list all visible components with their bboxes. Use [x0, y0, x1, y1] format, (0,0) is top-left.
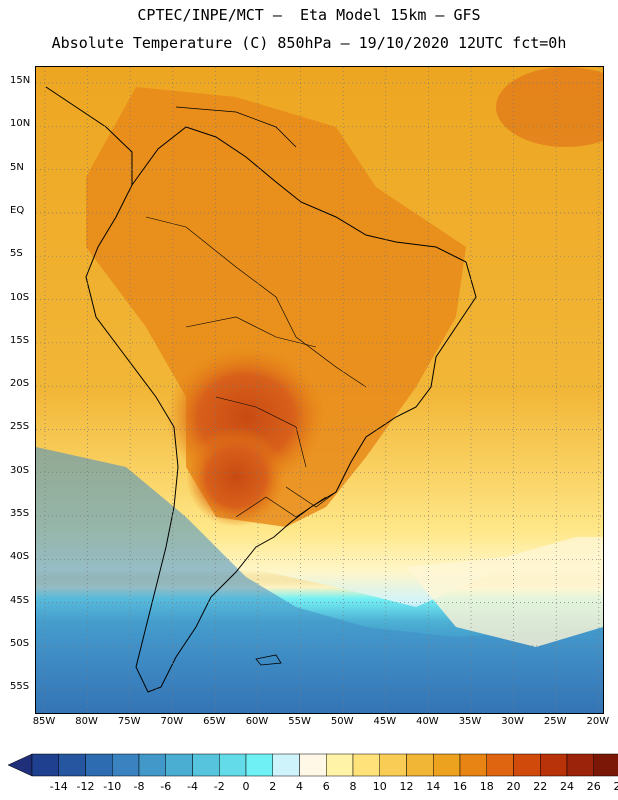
- colorbar-cell: [486, 753, 514, 777]
- colorbar-tick-label: 2: [269, 780, 277, 793]
- colorbar-tick-label: -4: [187, 780, 198, 793]
- colorbar-tick-label: 28: [613, 780, 618, 793]
- south-america-coastline: [85, 126, 477, 693]
- lon-label: 60W: [245, 716, 269, 727]
- colorbar-cell: [379, 753, 407, 777]
- colorbar-tick-label: -2: [213, 780, 225, 793]
- colorbar-cell: [219, 753, 247, 777]
- colorbar-tick-label: 8: [349, 780, 357, 793]
- caribbean-warm: [496, 67, 603, 147]
- caribbean-coastline: [175, 106, 297, 148]
- colorbar-tick-label: -14: [49, 780, 68, 793]
- title-line-1: CPTEC/INPE/MCT – Eta Model 15km – GFS: [137, 6, 481, 24]
- colorbar-tick-label: 4: [296, 780, 303, 793]
- lon-label: 65W: [203, 716, 226, 727]
- colorbar-cell: [299, 753, 327, 777]
- lon-label: 20W: [586, 716, 610, 727]
- lat-label: 5N: [10, 161, 24, 173]
- lat-label: 30S: [10, 464, 30, 476]
- colorbar-cell: [192, 753, 220, 777]
- colorbar-cell: [406, 753, 434, 777]
- colorbar-tick-label: 26: [586, 780, 601, 793]
- lat-label: 10S: [10, 291, 30, 303]
- colorbar-tick-label: -6: [160, 780, 172, 793]
- lon-label: 70W: [160, 716, 184, 727]
- lon-label: 45W: [373, 716, 397, 727]
- country-border-3: [215, 396, 307, 468]
- colorbar-tick-label: -8: [133, 780, 145, 793]
- colorbar-cell: [352, 753, 380, 777]
- falkland-islands: [255, 654, 282, 666]
- lat-label: 50S: [10, 637, 30, 649]
- country-border-2: [185, 316, 317, 348]
- country-border-5: [285, 486, 337, 508]
- lon-label: 30W: [501, 716, 524, 727]
- lat-label: EQ: [10, 204, 25, 216]
- lon-label: 40W: [416, 716, 439, 727]
- colorbar-tick-label: 0: [242, 780, 250, 793]
- colorbar-tick-label: 24: [560, 780, 574, 793]
- lon-label: 75W: [117, 716, 141, 727]
- lon-label: 85W: [32, 716, 56, 727]
- colorbar-cell: [326, 753, 354, 777]
- lat-label: 25S: [10, 421, 30, 433]
- temperature-map: [36, 67, 603, 713]
- central-america-coastline: [45, 86, 133, 185]
- colorbar-cell: [459, 753, 487, 777]
- colorbar-cell: [513, 753, 541, 777]
- colorbar-tick-label: 16: [453, 780, 467, 793]
- colorbar-cell: [245, 753, 273, 777]
- lat-label: 45S: [10, 594, 30, 606]
- colorbar-tick-label: -10: [103, 780, 122, 793]
- colorbar-cell: [566, 753, 594, 777]
- colorbar-cell: [31, 753, 59, 777]
- country-border-4: [235, 496, 327, 518]
- lat-label: 35S: [10, 508, 30, 519]
- country-border-1: [145, 216, 367, 388]
- lat-label: 15S: [10, 334, 30, 346]
- hot-core-south: [186, 427, 286, 527]
- colorbar-cell: [112, 753, 140, 777]
- cold-sector-deep: [36, 447, 603, 713]
- colorbar-cell: [165, 753, 193, 777]
- colorbar-cell: [433, 753, 461, 777]
- lat-label: 15N: [10, 75, 31, 86]
- colorbar-tick-label: -12: [76, 780, 95, 793]
- lon-label: 80W: [75, 716, 98, 727]
- colorbar-cell: [272, 753, 300, 777]
- lon-label: 25W: [543, 716, 567, 727]
- lat-label: 40S: [10, 551, 30, 563]
- map-panel: [35, 66, 604, 714]
- lon-label: 50W: [330, 716, 354, 727]
- lon-label: 35W: [458, 716, 482, 727]
- colorbar-tick-label: 10: [372, 780, 387, 793]
- colorbar-tick-label: 6: [322, 780, 330, 793]
- colorbar-low-arrow: [7, 753, 33, 777]
- colorbar-cell: [593, 753, 618, 777]
- color-bar: [7, 753, 618, 777]
- warm-continent: [86, 87, 466, 527]
- colorbar-tick-label: 14: [426, 780, 441, 793]
- colorbar-cell: [85, 753, 113, 777]
- lat-label: 5S: [10, 248, 23, 260]
- lat-label: 55S: [10, 681, 30, 693]
- colorbar-tick-label: 22: [533, 780, 548, 793]
- colorbar-cell: [540, 753, 568, 777]
- colorbar-cell: [58, 753, 86, 777]
- lon-label: 55W: [288, 716, 311, 727]
- colorbar-cell: [138, 753, 166, 777]
- lat-label: 10N: [10, 118, 31, 130]
- colorbar-tick-label: 20: [506, 780, 521, 793]
- lat-lon-grid: [36, 67, 603, 713]
- colorbar-tick-label: 18: [479, 780, 494, 793]
- lat-label: 20S: [10, 378, 30, 390]
- colorbar-tick-label: 12: [399, 780, 414, 793]
- title-line-2: Absolute Temperature (C) 850hPa – 19/10/…: [51, 34, 567, 52]
- pale-band: [406, 537, 603, 647]
